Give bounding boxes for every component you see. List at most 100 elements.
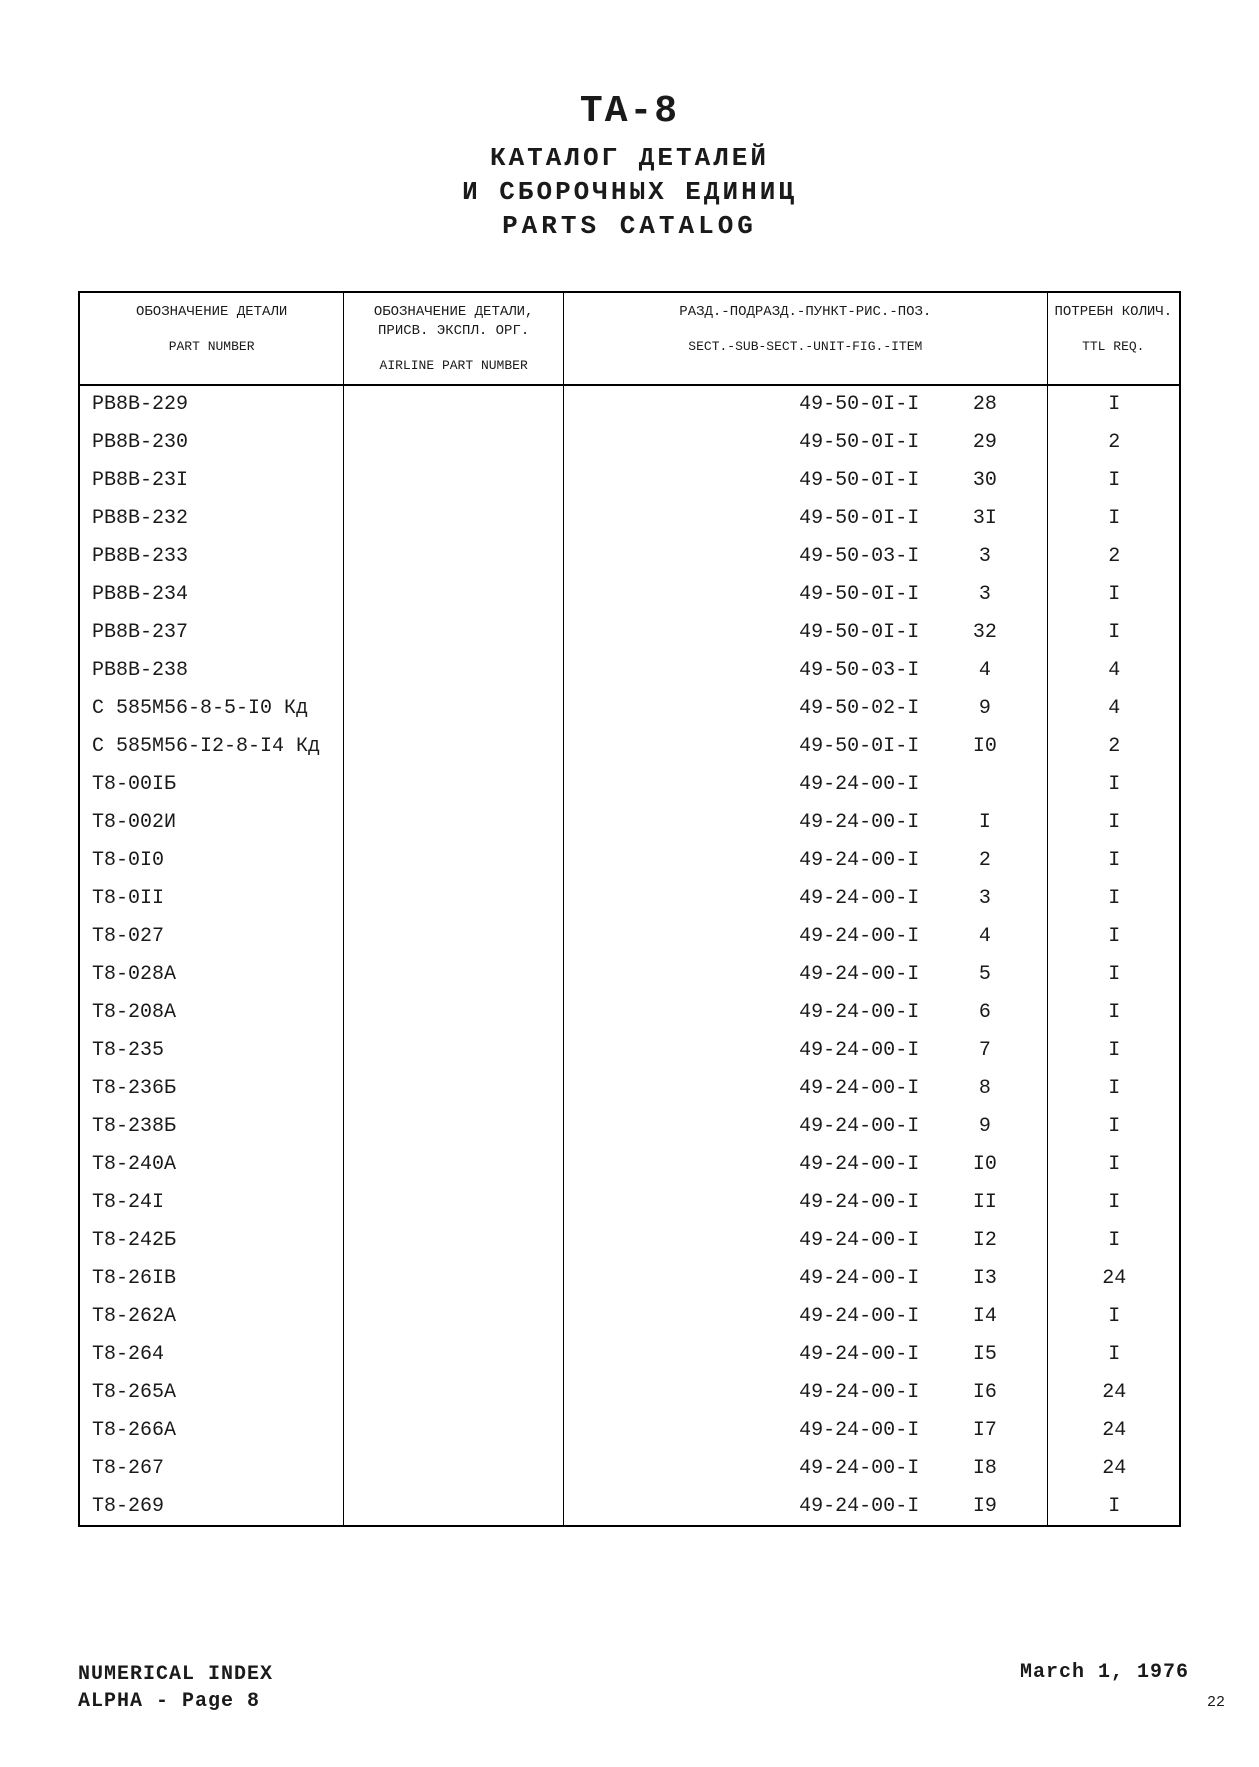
table-row: Т8-242Б49-24-00-II2I — [80, 1221, 1179, 1259]
cell-req: I — [1047, 385, 1179, 423]
cell-item: 9 — [937, 689, 1047, 727]
cell-req: 4 — [1047, 651, 1179, 689]
cell-sect: 49-24-00-I — [564, 1107, 938, 1145]
cell-part: Т8-26IВ — [80, 1259, 344, 1297]
col-header-req: ПОТРЕБН КОЛИЧ. TTL REQ. — [1047, 293, 1179, 385]
cell-item: I6 — [937, 1373, 1047, 1411]
cell-airline — [344, 1031, 564, 1069]
cell-sect: 49-24-00-I — [564, 1411, 938, 1449]
cell-part: РВ8В-237 — [80, 613, 344, 651]
cell-airline — [344, 1411, 564, 1449]
col-header-airline-en: AIRLINE PART NUMBER — [350, 357, 557, 375]
cell-item: I3 — [937, 1259, 1047, 1297]
cell-sect: 49-50-0I-I — [564, 575, 938, 613]
cell-req: 24 — [1047, 1373, 1179, 1411]
cell-item: 29 — [937, 423, 1047, 461]
cell-req: I — [1047, 993, 1179, 1031]
table-row: Т8-26749-24-00-II824 — [80, 1449, 1179, 1487]
cell-part: РВ8В-23I — [80, 461, 344, 499]
col-header-part: ОБОЗНАЧЕНИЕ ДЕТАЛИ PART NUMBER — [80, 293, 344, 385]
table-body: РВ8В-22949-50-0I-I28IРВ8В-23049-50-0I-I2… — [80, 385, 1179, 1525]
cell-part: С 585М56-8-5-I0 Кд — [80, 689, 344, 727]
cell-sect: 49-24-00-I — [564, 1487, 938, 1525]
cell-airline — [344, 765, 564, 803]
cell-airline — [344, 575, 564, 613]
cell-part: РВ8В-230 — [80, 423, 344, 461]
cell-item: 3 — [937, 575, 1047, 613]
cell-item: 9 — [937, 1107, 1047, 1145]
cell-sect: 49-24-00-I — [564, 917, 938, 955]
cell-part: Т8-240А — [80, 1145, 344, 1183]
table-row: РВ8В-23749-50-0I-I32I — [80, 613, 1179, 651]
cell-sect: 49-50-03-I — [564, 651, 938, 689]
col-header-airline-ru: ОБОЗНАЧЕНИЕ ДЕТАЛИ, ПРИСВ. ЭКСПЛ. ОРГ. — [350, 303, 557, 341]
footer-date: March 1, 1976 — [1020, 1661, 1189, 1684]
cell-part: Т8-266А — [80, 1411, 344, 1449]
col-header-req-en: TTL REQ. — [1054, 338, 1173, 356]
cell-sect: 49-24-00-I — [564, 1069, 938, 1107]
cell-part: Т8-269 — [80, 1487, 344, 1525]
alpha-page-label: ALPHA - Page 8 — [78, 1688, 273, 1715]
cell-part: Т8-236Б — [80, 1069, 344, 1107]
table-row: РВ8В-22949-50-0I-I28I — [80, 385, 1179, 423]
cell-part: Т8-027 — [80, 917, 344, 955]
cell-part: Т8-235 — [80, 1031, 344, 1069]
cell-airline — [344, 499, 564, 537]
cell-item: I0 — [937, 1145, 1047, 1183]
cell-item: I — [937, 803, 1047, 841]
cell-req: I — [1047, 1221, 1179, 1259]
cell-req: I — [1047, 841, 1179, 879]
cell-item: 32 — [937, 613, 1047, 651]
cell-part: Т8-264 — [80, 1335, 344, 1373]
table-row: Т8-002И49-24-00-III — [80, 803, 1179, 841]
table-row: Т8-236Б 49-24-00-I8I — [80, 1069, 1179, 1107]
cell-part: РВ8В-238 — [80, 651, 344, 689]
page-header: TA-8 КАТАЛОГ ДЕТАЛЕЙ И СБОРОЧНЫХ ЕДИНИЦ … — [60, 90, 1199, 241]
cell-req: I — [1047, 765, 1179, 803]
cell-part: Т8-262А — [80, 1297, 344, 1335]
table-row: Т8-00IБ49-24-00-II — [80, 765, 1179, 803]
cell-part: Т8-0II — [80, 879, 344, 917]
cell-sect: 49-24-00-I — [564, 765, 938, 803]
col-header-req-ru: ПОТРЕБН КОЛИЧ. — [1054, 303, 1173, 322]
cell-sect: 49-24-00-I — [564, 993, 938, 1031]
cell-sect: 49-50-0I-I — [564, 613, 938, 651]
table-row: Т8-23549-24-00-I7I — [80, 1031, 1179, 1069]
cell-part: РВ8В-232 — [80, 499, 344, 537]
cell-airline — [344, 651, 564, 689]
cell-req: I — [1047, 803, 1179, 841]
cell-req: I — [1047, 879, 1179, 917]
table-row: Т8-02749-24-00-I4I — [80, 917, 1179, 955]
cell-item: I5 — [937, 1335, 1047, 1373]
table-row: Т8-262А49-24-00-II4I — [80, 1297, 1179, 1335]
cell-sect: 49-50-03-I — [564, 537, 938, 575]
title-en: PARTS CATALOG — [60, 211, 1199, 241]
cell-part: Т8-265А — [80, 1373, 344, 1411]
cell-part: Т8-267 — [80, 1449, 344, 1487]
cell-req: I — [1047, 1069, 1179, 1107]
cell-part: Т8-002И — [80, 803, 344, 841]
cell-sect: 49-50-0I-I — [564, 499, 938, 537]
cell-sect: 49-50-0I-I — [564, 423, 938, 461]
table-row: Т8-028А49-24-00-I5I — [80, 955, 1179, 993]
col-header-part-ru: ОБОЗНАЧЕНИЕ ДЕТАЛИ — [86, 303, 337, 322]
table-row: С 585М56-8-5-I0 Кд49-50-02-I94 — [80, 689, 1179, 727]
cell-airline — [344, 1297, 564, 1335]
table-row: РВ8В-23049-50-0I-I292 — [80, 423, 1179, 461]
cell-sect: 49-24-00-I — [564, 841, 938, 879]
cell-item: I4 — [937, 1297, 1047, 1335]
cell-airline — [344, 1221, 564, 1259]
table-row: Т8-26IВ49-24-00-II324 — [80, 1259, 1179, 1297]
cell-req: I — [1047, 461, 1179, 499]
cell-item: 8 — [937, 1069, 1047, 1107]
cell-part: Т8-24I — [80, 1183, 344, 1221]
cell-sect: 49-24-00-I — [564, 1145, 938, 1183]
cell-req: I — [1047, 1335, 1179, 1373]
cell-sect: 49-24-00-I — [564, 1297, 938, 1335]
cell-sect: 49-24-00-I — [564, 879, 938, 917]
cell-req: I — [1047, 1487, 1179, 1525]
cell-item: 3 — [937, 879, 1047, 917]
cell-item: 3 — [937, 537, 1047, 575]
cell-airline — [344, 993, 564, 1031]
cell-item: I2 — [937, 1221, 1047, 1259]
